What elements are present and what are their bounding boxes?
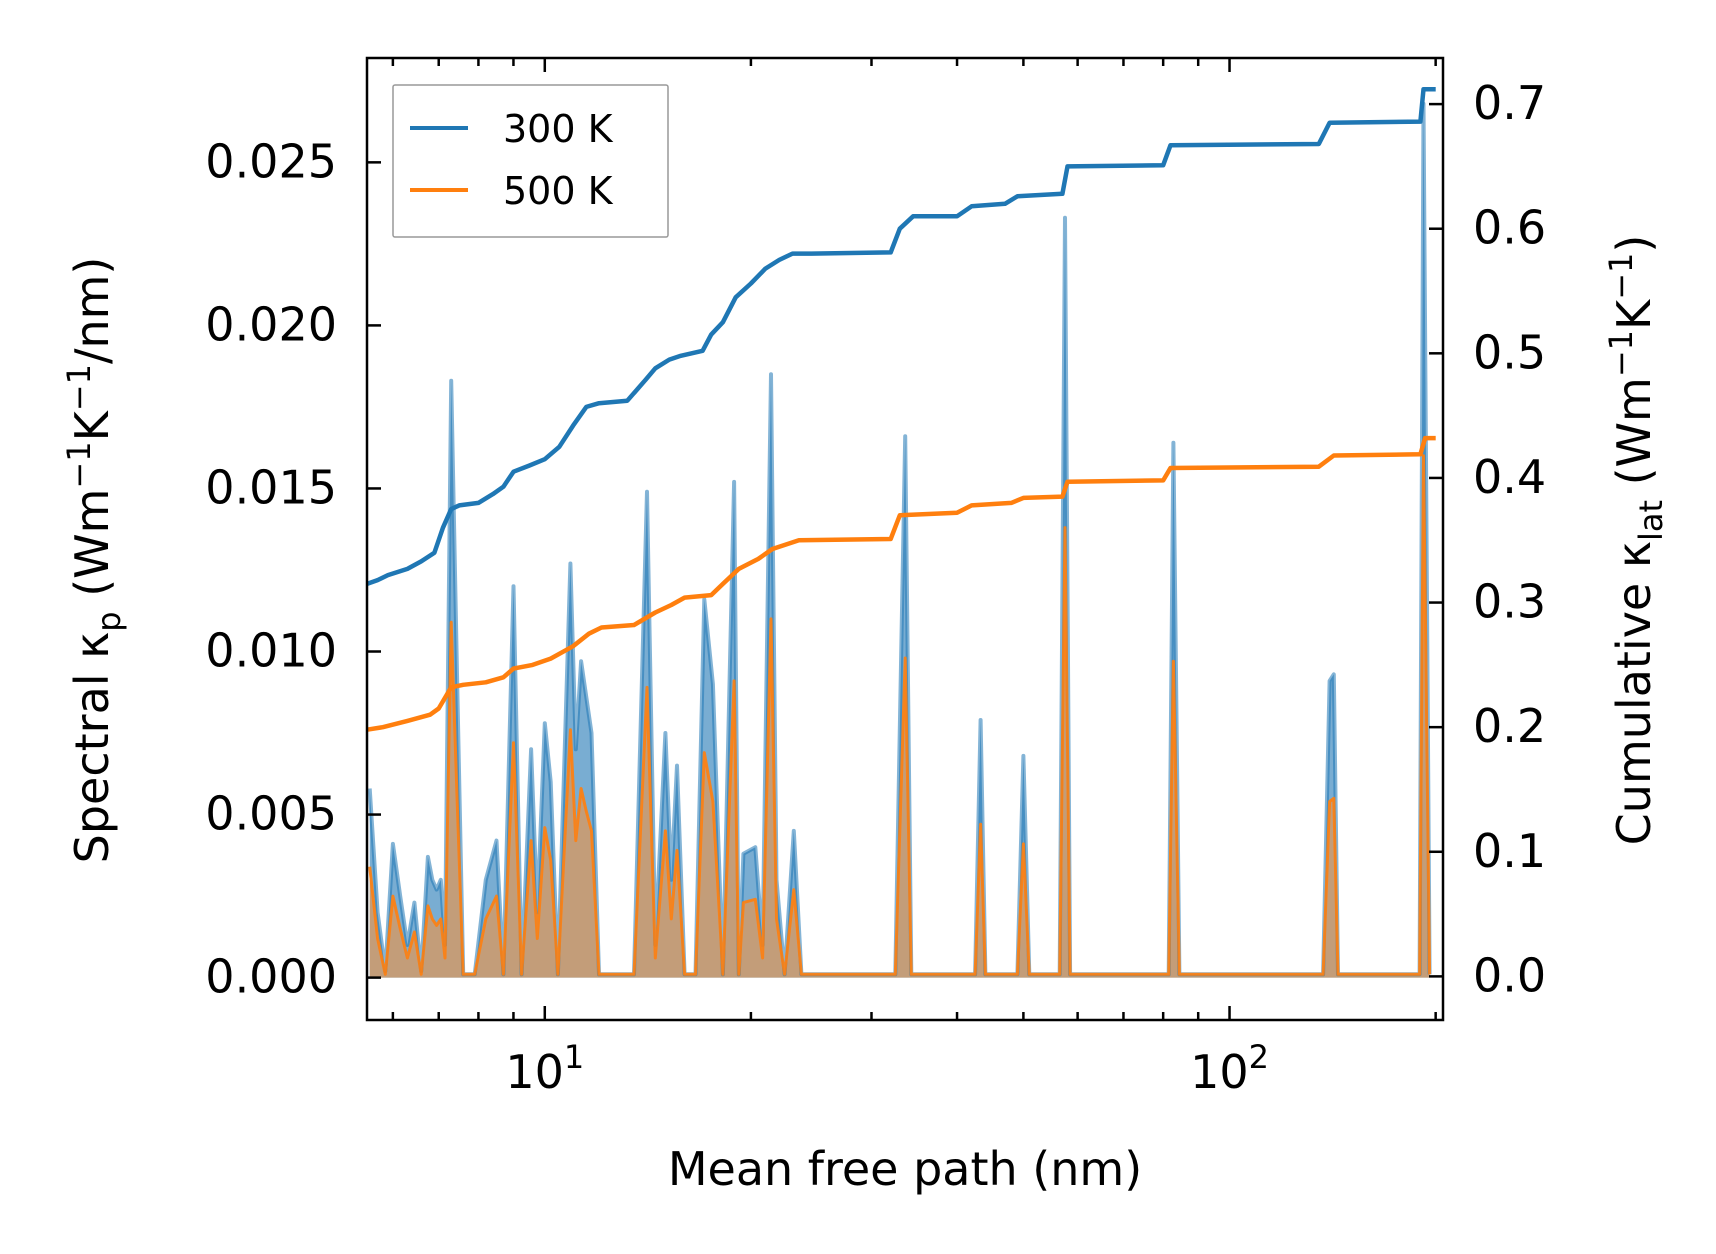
y-left-label-mid: K xyxy=(65,409,119,441)
spectral-line-500k xyxy=(368,454,1432,976)
axis-ticks: 0.000 0.005 0.010 0.015 0.020 0.025 0.0 0.1 0.2 0… xyxy=(205,58,1546,1099)
y-left-label-sup2: −1 xyxy=(60,364,98,411)
cumulative-line-500k xyxy=(366,435,1436,732)
y-right-tick-label: 0.1 xyxy=(1473,824,1546,878)
plot-frame xyxy=(365,56,1445,1022)
y-left-label-sub: p xyxy=(90,611,128,631)
cumulative-lines xyxy=(366,86,1436,732)
y-left-tick-label: 0.025 xyxy=(205,134,337,188)
legend: 300 K 500 K xyxy=(392,84,669,238)
y-left-tick-label: 0.015 xyxy=(205,460,337,514)
y-left-tick-label: 0.005 xyxy=(205,787,337,841)
legend-label-300k: 300 K xyxy=(503,107,614,151)
x-tick-label-exp: 2 xyxy=(1249,1038,1269,1076)
y-right-tick-label: 0.5 xyxy=(1473,325,1546,379)
y-left-label-main: Spectral κ xyxy=(65,632,119,864)
y-axis-label-left: Spectral κp (Wm−1K−1/nm) xyxy=(60,257,128,864)
y-right-label-mid: K xyxy=(1607,298,1661,330)
y-left-label-rest: (Wm xyxy=(65,489,119,612)
legend-label-500k: 500 K xyxy=(503,169,614,213)
legend-box xyxy=(392,84,669,238)
y-right-label-main: Cumulative κ xyxy=(1607,541,1661,845)
y-right-tick-label: 0.3 xyxy=(1473,575,1546,629)
x-axis-label: Mean free path (nm) xyxy=(668,1142,1142,1196)
y-left-label-end: /nm) xyxy=(65,257,119,364)
y-right-tick-label: 0.4 xyxy=(1473,450,1546,504)
cumulative-line-300k xyxy=(366,86,1436,587)
y-right-label-sup2: −1 xyxy=(1602,253,1640,300)
y-right-tick-label: 0.0 xyxy=(1473,948,1546,1002)
y-left-label-sup1: −1 xyxy=(60,441,98,488)
x-tick-label: 101 xyxy=(505,1038,584,1099)
y-right-label-sup1: −1 xyxy=(1602,330,1640,377)
y-left-tick-label: 0.010 xyxy=(205,624,337,678)
x-tick-label: 102 xyxy=(1190,1038,1269,1099)
y-right-label-rest: (Wm xyxy=(1607,377,1661,500)
y-axis-label-right: Cumulative κlat (Wm−1K−1) xyxy=(1602,235,1670,846)
y-left-tick-label: 0.000 xyxy=(205,950,337,1004)
x-tick-label-exp: 1 xyxy=(564,1038,584,1076)
y-right-tick-label: 0.2 xyxy=(1473,699,1546,753)
y-right-tick-label: 0.6 xyxy=(1473,201,1546,255)
spectral-lines xyxy=(367,101,1432,977)
y-right-label-sub: lat xyxy=(1632,500,1670,541)
y-right-label-end: ) xyxy=(1607,235,1661,253)
y-left-tick-label: 0.020 xyxy=(205,297,337,351)
y-right-tick-label: 0.7 xyxy=(1473,76,1546,130)
x-tick-label-base: 10 xyxy=(505,1045,564,1099)
x-tick-label-base: 10 xyxy=(1190,1045,1249,1099)
